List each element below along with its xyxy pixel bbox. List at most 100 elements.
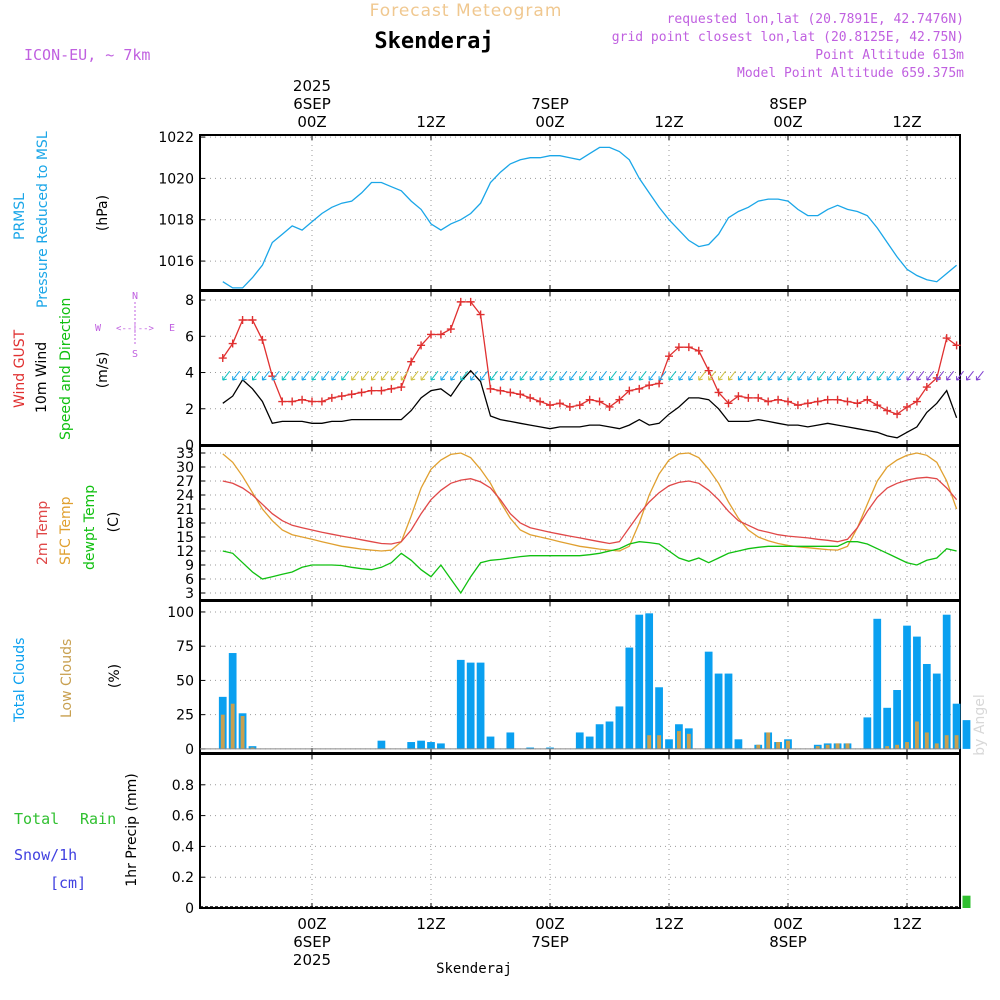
wind-label-1: Wind GUST bbox=[12, 329, 28, 408]
time-label-top-hour: 00Z bbox=[297, 113, 326, 131]
wind-arrow bbox=[371, 370, 379, 381]
gust-line-point bbox=[555, 399, 564, 408]
gust-line-point bbox=[298, 395, 307, 404]
wind-label-2: 10m Wind bbox=[34, 342, 50, 413]
low-cloud-bar bbox=[815, 746, 820, 749]
total-cloud-bar bbox=[962, 720, 971, 749]
time-label-top-hour: 12Z bbox=[892, 113, 921, 131]
wind-arrow bbox=[668, 370, 677, 381]
gust-line-point bbox=[645, 381, 654, 390]
low-cloud-bar bbox=[250, 747, 255, 749]
total-cloud-bar bbox=[704, 651, 713, 749]
total-cloud-bar bbox=[932, 673, 941, 749]
wind-arrow bbox=[737, 370, 746, 381]
gust-line-point bbox=[595, 397, 604, 406]
gust-line-point bbox=[883, 406, 892, 415]
gust-line-point bbox=[754, 393, 763, 402]
rain-bar bbox=[962, 895, 971, 908]
wind-arrow bbox=[856, 370, 865, 381]
y-tick-label: 33 bbox=[176, 446, 194, 462]
panel-frame bbox=[199, 753, 961, 909]
gust-line-point bbox=[486, 384, 495, 393]
wind-arrow bbox=[906, 370, 915, 381]
low-cloud-bar bbox=[885, 746, 890, 749]
time-label-bottom-day: 6SEP bbox=[293, 933, 331, 951]
wind-arrow bbox=[301, 370, 310, 381]
gust-line-point bbox=[575, 401, 584, 410]
low-cloud-bar bbox=[845, 743, 850, 749]
wind-arrow bbox=[866, 370, 875, 381]
gust-line-point bbox=[308, 397, 316, 406]
time-label-bottom-hour: 12Z bbox=[892, 915, 921, 933]
gust-line-point bbox=[248, 315, 257, 324]
y-tick-label: 0 bbox=[185, 438, 194, 454]
gust-line-point bbox=[526, 393, 535, 402]
total-cloud-bar bbox=[427, 742, 435, 749]
total-cloud-bar bbox=[417, 740, 425, 749]
total-cloud-bar bbox=[595, 724, 604, 749]
wind-label-3: Speed and Direction bbox=[58, 298, 74, 440]
gust-line-point bbox=[546, 401, 554, 410]
wind-arrow bbox=[450, 370, 459, 381]
y-tick-label: 0.2 bbox=[172, 870, 194, 886]
y-tick-label: 18 bbox=[176, 516, 194, 532]
wind-arrow bbox=[539, 370, 548, 381]
time-label-top-hour: 00Z bbox=[773, 113, 802, 131]
low-cloud-bar bbox=[686, 733, 691, 749]
wind-arrow bbox=[886, 370, 895, 381]
total-cloud-bar bbox=[873, 618, 882, 749]
gust-line-point bbox=[694, 346, 703, 355]
wind-arrow bbox=[946, 370, 955, 381]
total-cloud-bar bbox=[625, 647, 634, 749]
wind-arrow bbox=[708, 370, 717, 381]
total-cloud-bar bbox=[476, 662, 485, 749]
gust-line-point bbox=[417, 341, 426, 350]
banner-title: Forecast Meteogram bbox=[370, 1, 563, 21]
wind-arrow bbox=[252, 370, 260, 381]
gust-line-point bbox=[912, 397, 921, 406]
total-cloud-bar bbox=[546, 747, 554, 749]
wind-arrow bbox=[777, 370, 786, 381]
gust-line-point bbox=[288, 397, 297, 406]
y-tick-label: 100 bbox=[167, 605, 194, 621]
total-cloud-bar bbox=[863, 717, 872, 749]
wind-arrow bbox=[966, 370, 974, 381]
y-tick-label: 2 bbox=[185, 402, 194, 418]
gust-line-point bbox=[258, 335, 267, 344]
low-cloud-bar bbox=[756, 744, 761, 749]
y-tick-label: 24 bbox=[176, 488, 194, 504]
panel-frame bbox=[199, 290, 961, 446]
wind-arrow bbox=[688, 370, 697, 381]
wind-speed-line bbox=[222, 369, 958, 439]
low-cloud-bar bbox=[895, 744, 900, 749]
y-tick-label: 27 bbox=[176, 474, 194, 490]
wind-arrow bbox=[529, 370, 538, 381]
wind-arrow bbox=[847, 370, 855, 381]
precip-label-total: Total bbox=[14, 810, 59, 828]
wind-arrow bbox=[331, 370, 340, 381]
gust-line-point bbox=[734, 392, 743, 401]
gust-line-point bbox=[496, 386, 505, 395]
wind-arrow bbox=[579, 370, 588, 381]
compass-rose: N S W E <--|--> bbox=[95, 291, 175, 360]
y-tick-label: 25 bbox=[176, 708, 194, 724]
temp-label-3: dewpt Temp bbox=[82, 485, 98, 570]
total-cloud-bar bbox=[952, 703, 961, 749]
pressure-line bbox=[222, 146, 958, 289]
gust-line-point bbox=[367, 386, 376, 395]
wind-arrow bbox=[499, 370, 508, 381]
total-cloud-bar bbox=[605, 721, 614, 749]
wind-arrow bbox=[589, 370, 598, 381]
total-cloud-bar bbox=[734, 739, 743, 749]
wind-arrow bbox=[807, 370, 816, 381]
low-cloud-bar bbox=[647, 735, 652, 749]
gust-line-point bbox=[327, 393, 336, 402]
total-cloud-bar bbox=[913, 636, 921, 749]
time-label-top-hour: 12Z bbox=[654, 113, 683, 131]
wind-arrow bbox=[480, 370, 488, 381]
time-label-bottom-year: 2025 bbox=[293, 951, 331, 969]
y-tick-label: 8 bbox=[185, 293, 194, 309]
wind-arrow bbox=[519, 370, 528, 381]
low-cloud-bar bbox=[905, 742, 909, 749]
